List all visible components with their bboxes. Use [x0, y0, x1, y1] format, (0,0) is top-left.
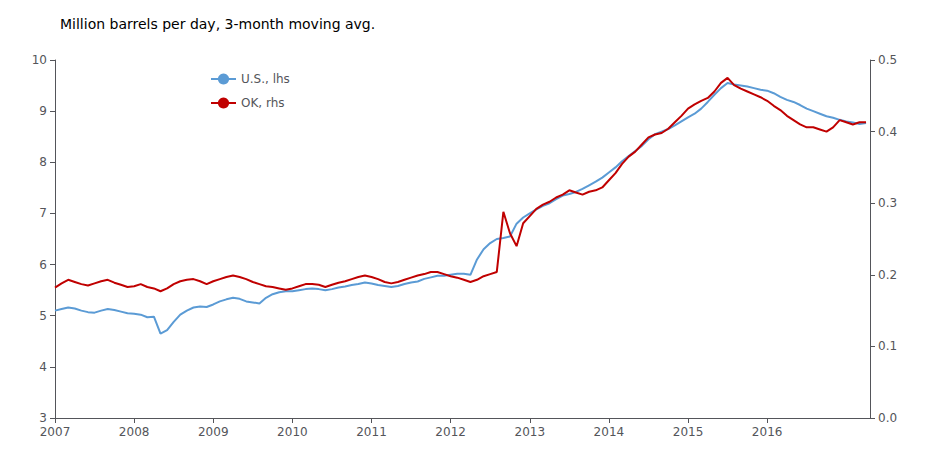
- svg-text:2014: 2014: [594, 425, 625, 439]
- svg-text:2007: 2007: [40, 425, 71, 439]
- svg-text:2012: 2012: [435, 425, 466, 439]
- svg-text:0.0: 0.0: [878, 411, 897, 425]
- svg-text:4: 4: [39, 360, 47, 374]
- svg-text:2009: 2009: [198, 425, 229, 439]
- svg-text:7: 7: [39, 206, 47, 220]
- svg-text:0.1: 0.1: [878, 339, 897, 353]
- svg-text:10: 10: [32, 53, 47, 67]
- svg-text:2015: 2015: [673, 425, 704, 439]
- svg-text:9: 9: [39, 104, 47, 118]
- svg-text:2016: 2016: [752, 425, 783, 439]
- svg-text:2011: 2011: [356, 425, 387, 439]
- svg-text:0.3: 0.3: [878, 196, 897, 210]
- svg-text:0.2: 0.2: [878, 268, 897, 282]
- svg-text:0.4: 0.4: [878, 125, 897, 139]
- svg-text:Million barrels per day, 3-mon: Million barrels per day, 3-month moving …: [60, 16, 375, 32]
- svg-text:U.S., lhs: U.S., lhs: [241, 72, 290, 86]
- svg-text:5: 5: [39, 309, 47, 323]
- svg-text:2010: 2010: [277, 425, 308, 439]
- svg-text:8: 8: [39, 155, 47, 169]
- svg-text:3: 3: [39, 411, 47, 425]
- svg-text:0.5: 0.5: [878, 53, 897, 67]
- svg-text:2013: 2013: [514, 425, 545, 439]
- svg-text:2008: 2008: [119, 425, 150, 439]
- svg-text:6: 6: [39, 258, 47, 272]
- svg-text:OK, rhs: OK, rhs: [241, 96, 285, 110]
